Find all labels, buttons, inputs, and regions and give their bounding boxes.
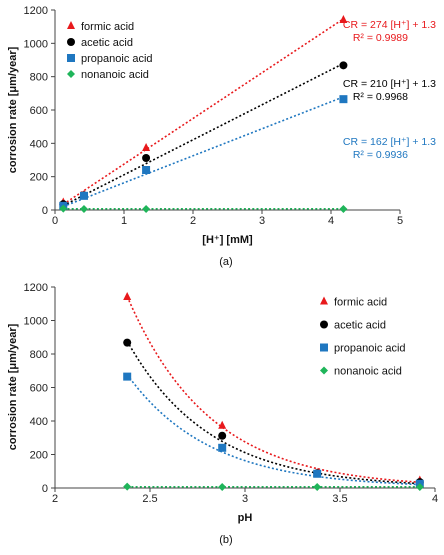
legend-marker [320,366,328,375]
y-tick-label: 200 [30,450,48,462]
legend-marker [320,320,328,329]
series-nonanoic-acid [59,204,348,213]
legend-marker [67,54,75,62]
data-point [415,482,424,491]
legend-entry: formic acid [334,297,387,309]
legend-entry: formic acid [81,21,134,33]
x-tick-label: 4 [432,493,438,505]
x-tick-label: 4 [328,215,334,227]
data-point [142,154,151,162]
data-point [218,431,227,440]
legend-box [317,289,435,383]
x-tick-label: 2.5 [142,493,157,505]
data-point [218,443,227,452]
trendline [62,96,344,208]
legend-marker [67,38,75,46]
x-tick-label: 5 [397,215,403,227]
y-tick-label: 600 [30,383,48,395]
legend-box [64,17,178,83]
x-tick-label: 2 [52,493,58,505]
x-tick-label: 3.5 [332,493,347,505]
legend-entry: acetic acid [334,320,386,332]
y-tick-label: 1000 [24,316,48,328]
r-squared-label: R² = 0.9936 [353,149,408,161]
trendline [126,296,420,484]
y-tick-label: 400 [30,416,48,428]
trendline [62,62,344,207]
data-point [79,205,88,213]
chart-a: 0 200 400 600 800 1000 1200 0 1 2 3 4 5 [H⁺] [mM] corr… [7,5,436,268]
data-point [339,205,348,213]
legend-marker [67,21,75,29]
legend-marker [320,296,328,305]
regression-equation: CR = 274 [H⁺] + 1.3 [343,19,436,31]
y-tick-label: 400 [30,138,48,150]
data-point [59,204,68,213]
y-axis-label: corrosion rate [μm/year] [7,323,19,450]
y-tick-label: 200 [30,172,48,184]
y-tick-label: 1200 [24,282,48,294]
data-point [218,482,227,491]
trendline [62,18,344,205]
data-point [123,372,132,381]
x-tick-label: 0 [52,215,58,227]
trendline [126,340,420,485]
y-tick-label: 0 [42,205,48,217]
data-point [142,166,151,174]
regression-equation: CR = 162 [H⁺] + 1.3 [343,136,436,148]
y-tick-label: 1200 [24,5,48,17]
data-point [123,482,132,491]
legend-entry: propanoic acid [334,343,406,355]
y-tick-label: 600 [30,105,48,117]
series-acetic-acid [59,61,348,209]
y-axis-label: corrosion rate [μm/year] [7,46,19,173]
data-point [313,469,322,478]
x-axis-label: [H⁺] [mM] [202,234,253,246]
data-point [123,338,132,347]
r-squared-label: R² = 0.9989 [353,32,408,44]
legend-entry: propanoic acid [81,53,153,65]
data-point [79,191,88,200]
figure-caption: (a) [219,256,232,268]
r-squared-label: R² = 0.9968 [353,91,408,103]
x-tick-label: 3 [242,493,248,505]
regression-equation: CR = 210 [H⁺] + 1.3 [343,78,436,90]
y-tick-label: 1000 [24,38,48,50]
data-point [142,143,151,151]
figure-caption: (b) [219,534,232,546]
x-axis-label: pH [238,512,253,524]
data-point [313,482,322,491]
legend: formic acid acetic acid propanoic acid nona… [317,289,435,383]
y-tick-label: 0 [42,483,48,495]
legend: formic acid acetic acid propanoic acid nona… [64,17,178,83]
data-point [218,420,227,429]
data-point [123,292,132,301]
y-tick-label: 800 [30,72,48,84]
legend-marker [320,343,328,352]
y-tick-label: 800 [30,349,48,361]
series-propanoic-acid [59,95,348,210]
legend-entry: nonanoic acid [334,366,402,378]
x-tick-label: 1 [121,215,127,227]
data-point [339,15,348,23]
x-tick-label: 3 [259,215,265,227]
trendline [126,374,420,486]
chart-b: 0 200 400 600 800 1000 1200 2 2.5 3 3.5 4 pH corrosio… [7,282,438,546]
series-nonanoic-acid [123,482,424,491]
data-point [339,95,348,104]
data-point [142,205,151,213]
data-point [339,61,348,70]
legend-entry: nonanoic acid [81,69,149,81]
legend-marker [67,70,75,78]
x-tick-label: 2 [190,215,196,227]
series-propanoic-acid [123,372,424,488]
legend-entry: acetic acid [81,37,133,49]
